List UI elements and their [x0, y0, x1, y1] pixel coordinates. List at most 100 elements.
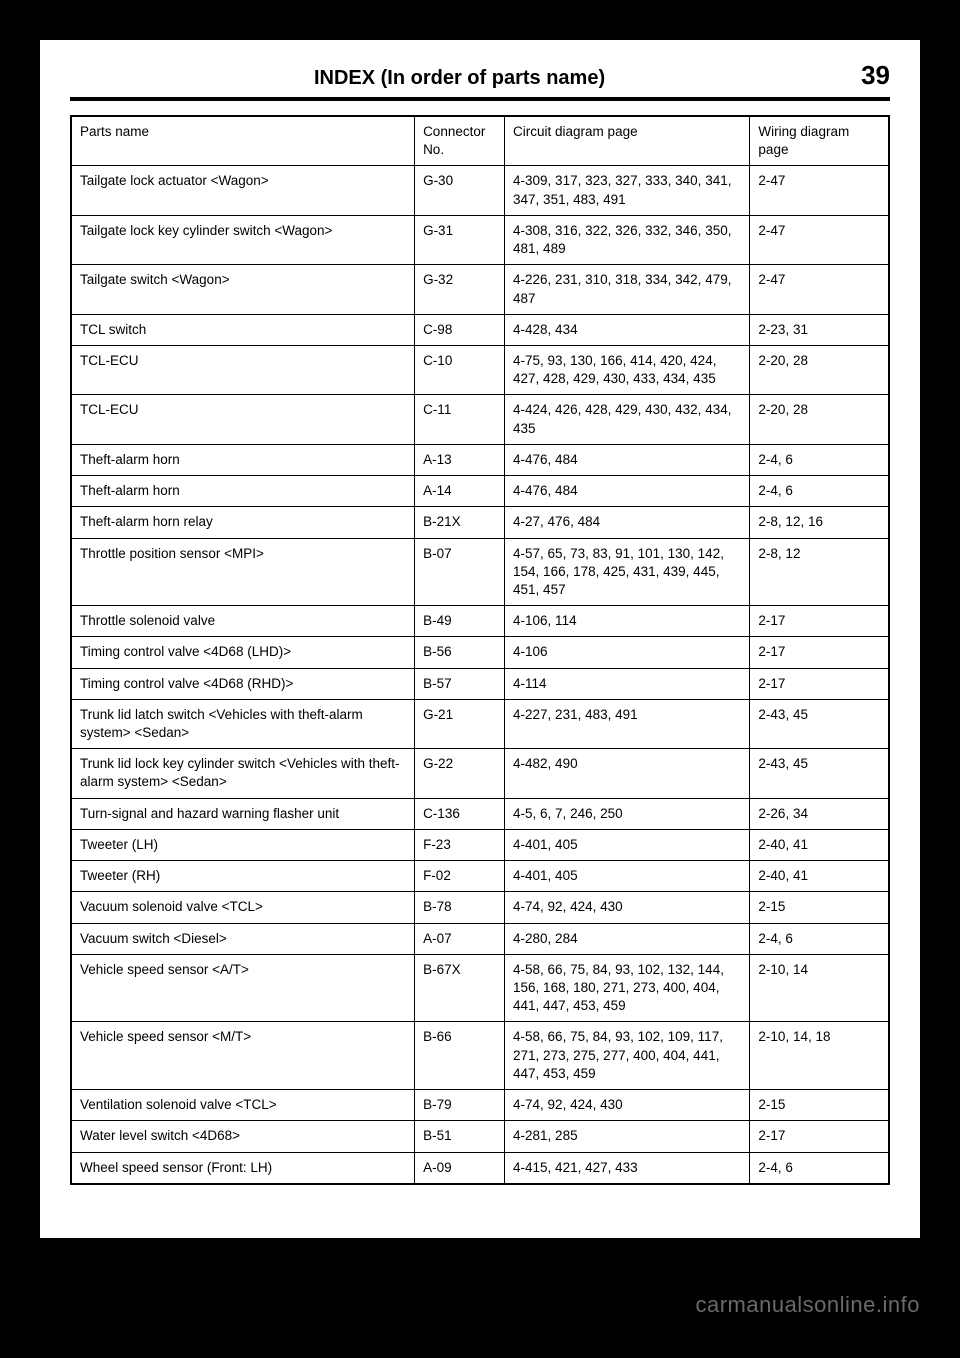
table-row: Water level switch <4D68>B-514-281, 2852… — [71, 1121, 889, 1152]
table-row: Tweeter (RH)F-024-401, 4052-40, 41 — [71, 861, 889, 892]
table-row: Wheel speed sensor (Front: LH)A-094-415,… — [71, 1152, 889, 1184]
table-cell: B-67X — [415, 954, 505, 1022]
parts-index-table: Parts name Connector No. Circuit diagram… — [70, 115, 890, 1185]
table-row: Throttle solenoid valveB-494-106, 1142-1… — [71, 606, 889, 637]
table-cell: 2-10, 14, 18 — [750, 1022, 889, 1090]
table-cell: 4-114 — [505, 668, 750, 699]
table-cell: 4-227, 231, 483, 491 — [505, 699, 750, 748]
table-cell: 2-20, 28 — [750, 395, 889, 444]
col-header-connector: Connector No. — [415, 116, 505, 166]
table-cell: B-66 — [415, 1022, 505, 1090]
table-cell: 4-106 — [505, 637, 750, 668]
table-cell: A-09 — [415, 1152, 505, 1184]
table-cell: 2-47 — [750, 166, 889, 215]
table-row: Vehicle speed sensor <A/T>B-67X4-58, 66,… — [71, 954, 889, 1022]
table-cell: 2-47 — [750, 265, 889, 314]
table-cell: Wheel speed sensor (Front: LH) — [71, 1152, 415, 1184]
table-row: Vacuum switch <Diesel>A-074-280, 2842-4,… — [71, 923, 889, 954]
table-row: Trunk lid lock key cylinder switch <Vehi… — [71, 749, 889, 798]
table-cell: G-22 — [415, 749, 505, 798]
table-row: Trunk lid latch switch <Vehicles with th… — [71, 699, 889, 748]
table-cell: 4-401, 405 — [505, 861, 750, 892]
table-cell: 4-281, 285 — [505, 1121, 750, 1152]
table-cell: C-136 — [415, 798, 505, 829]
table-cell: B-49 — [415, 606, 505, 637]
table-cell: 4-74, 92, 424, 430 — [505, 892, 750, 923]
table-cell: Vehicle speed sensor <A/T> — [71, 954, 415, 1022]
table-cell: Water level switch <4D68> — [71, 1121, 415, 1152]
table-cell: A-14 — [415, 476, 505, 507]
table-body: Tailgate lock actuator <Wagon>G-304-309,… — [71, 166, 889, 1184]
table-cell: B-07 — [415, 538, 505, 606]
table-cell: Trunk lid lock key cylinder switch <Vehi… — [71, 749, 415, 798]
table-cell: Theft-alarm horn relay — [71, 507, 415, 538]
table-row: Tailgate switch <Wagon>G-324-226, 231, 3… — [71, 265, 889, 314]
table-cell: F-02 — [415, 861, 505, 892]
table-cell: Vacuum solenoid valve <TCL> — [71, 892, 415, 923]
table-row: Tailgate lock actuator <Wagon>G-304-309,… — [71, 166, 889, 215]
table-cell: B-21X — [415, 507, 505, 538]
table-cell: 4-106, 114 — [505, 606, 750, 637]
table-row: Ventilation solenoid valve <TCL>B-794-74… — [71, 1090, 889, 1121]
table-cell: 2-15 — [750, 1090, 889, 1121]
table-cell: 2-40, 41 — [750, 829, 889, 860]
table-cell: 4-476, 484 — [505, 476, 750, 507]
table-cell: 2-17 — [750, 637, 889, 668]
table-cell: 2-4, 6 — [750, 444, 889, 475]
watermark-text: carmanualsonline.info — [695, 1292, 920, 1318]
table-cell: Turn-signal and hazard warning flasher u… — [71, 798, 415, 829]
table-cell: F-23 — [415, 829, 505, 860]
table-row: Turn-signal and hazard warning flasher u… — [71, 798, 889, 829]
table-cell: Trunk lid latch switch <Vehicles with th… — [71, 699, 415, 748]
table-cell: A-13 — [415, 444, 505, 475]
table-cell: B-57 — [415, 668, 505, 699]
table-cell: Tweeter (RH) — [71, 861, 415, 892]
table-cell: Tailgate switch <Wagon> — [71, 265, 415, 314]
table-cell: Tailgate lock actuator <Wagon> — [71, 166, 415, 215]
table-cell: 2-4, 6 — [750, 923, 889, 954]
table-cell: Theft-alarm horn — [71, 444, 415, 475]
table-cell: 2-43, 45 — [750, 699, 889, 748]
table-cell: 4-308, 316, 322, 326, 332, 346, 350, 481… — [505, 215, 750, 264]
table-cell: TCL switch — [71, 314, 415, 345]
table-cell: 4-280, 284 — [505, 923, 750, 954]
table-cell: B-56 — [415, 637, 505, 668]
table-cell: 4-482, 490 — [505, 749, 750, 798]
table-cell: B-78 — [415, 892, 505, 923]
table-cell: 4-476, 484 — [505, 444, 750, 475]
table-cell: 4-27, 476, 484 — [505, 507, 750, 538]
table-cell: TCL-ECU — [71, 345, 415, 394]
table-cell: 2-15 — [750, 892, 889, 923]
page-header: INDEX (In order of parts name) 39 — [70, 60, 890, 101]
table-cell: 2-43, 45 — [750, 749, 889, 798]
table-cell: 4-309, 317, 323, 327, 333, 340, 341, 347… — [505, 166, 750, 215]
table-row: TCL-ECUC-114-424, 426, 428, 429, 430, 43… — [71, 395, 889, 444]
table-row: Theft-alarm hornA-144-476, 4842-4, 6 — [71, 476, 889, 507]
table-cell: 2-8, 12, 16 — [750, 507, 889, 538]
table-cell: 2-4, 6 — [750, 1152, 889, 1184]
table-cell: 4-428, 434 — [505, 314, 750, 345]
table-cell: 4-58, 66, 75, 84, 93, 102, 109, 117, 271… — [505, 1022, 750, 1090]
page-title: INDEX (In order of parts name) — [70, 67, 849, 90]
table-cell: 2-20, 28 — [750, 345, 889, 394]
document-page: INDEX (In order of parts name) 39 Parts … — [40, 40, 920, 1238]
table-cell: 2-47 — [750, 215, 889, 264]
table-cell: Timing control valve <4D68 (RHD)> — [71, 668, 415, 699]
table-cell: G-32 — [415, 265, 505, 314]
table-cell: 2-17 — [750, 1121, 889, 1152]
table-cell: 2-40, 41 — [750, 861, 889, 892]
table-cell: C-11 — [415, 395, 505, 444]
table-cell: G-30 — [415, 166, 505, 215]
table-cell: Throttle position sensor <MPI> — [71, 538, 415, 606]
table-cell: 4-415, 421, 427, 433 — [505, 1152, 750, 1184]
table-cell: G-31 — [415, 215, 505, 264]
table-cell: Vacuum switch <Diesel> — [71, 923, 415, 954]
table-cell: 2-23, 31 — [750, 314, 889, 345]
table-row: Vacuum solenoid valve <TCL>B-784-74, 92,… — [71, 892, 889, 923]
table-cell: 4-5, 6, 7, 246, 250 — [505, 798, 750, 829]
table-row: TCL switchC-984-428, 4342-23, 31 — [71, 314, 889, 345]
table-row: Theft-alarm hornA-134-476, 4842-4, 6 — [71, 444, 889, 475]
col-header-parts: Parts name — [71, 116, 415, 166]
table-cell: A-07 — [415, 923, 505, 954]
table-row: Throttle position sensor <MPI>B-074-57, … — [71, 538, 889, 606]
